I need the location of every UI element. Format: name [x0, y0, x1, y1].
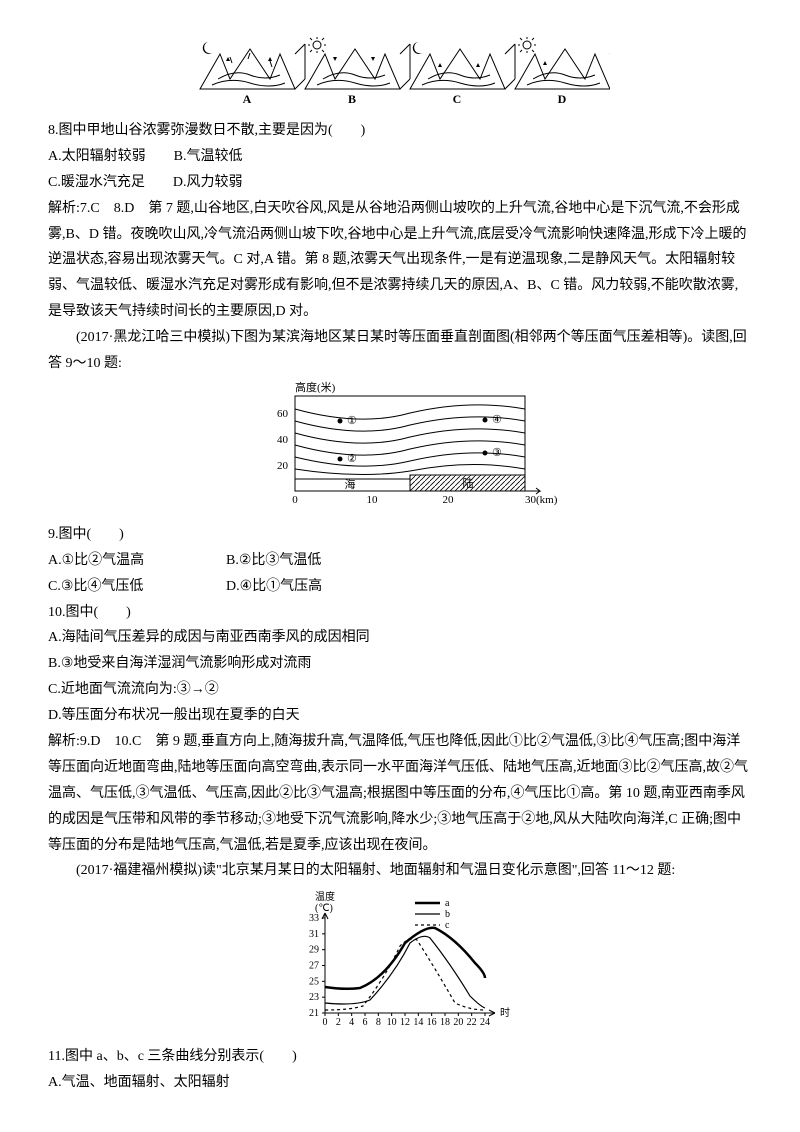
q8-stem: 8.图中甲地山谷浓雾弥漫数日不散,主要是因为( ) [48, 118, 752, 144]
svg-text:0: 0 [323, 1017, 328, 1028]
svg-text:b: b [445, 909, 450, 920]
q10-a: A.海陆间气压差异的成因与南亚西南季风的成因相同 [48, 625, 752, 651]
q9-opts2: C.③比④气压低D.④比①气压高 [48, 574, 752, 600]
svg-text:60: 60 [277, 408, 289, 420]
svg-text:30(km): 30(km) [525, 494, 558, 506]
exp-9-10: 解析:9.D 10.C 第 9 题,垂直方向上,随海拔升高,气温降低,气压也降低… [48, 729, 752, 858]
svg-text:高度(米): 高度(米) [295, 381, 336, 394]
q8-opts-ab: A.太阳辐射较弱B.气温较低 [48, 144, 752, 170]
svg-text:6: 6 [363, 1017, 368, 1028]
q11-stem: 11.图中 a、b、c 三条曲线分别表示( ) [48, 1044, 752, 1070]
svg-text:18: 18 [440, 1017, 450, 1028]
temp-svg: 温度 (℃) 33312927252321 024681012141618202… [285, 888, 515, 1038]
svg-text:16: 16 [427, 1017, 437, 1028]
lead-11-12: (2017·福建福州模拟)读"北京某月某日的太阳辐射、地面辐射和气温日变化示意图… [48, 858, 752, 884]
svg-text:33: 33 [309, 913, 319, 924]
svg-text:④: ④ [492, 414, 502, 426]
svg-text:C: C [453, 92, 462, 106]
figure-isobaric: 高度(米) 60 40 20 0 10 20 30(km) 海 陆 ① ② ③ … [48, 381, 752, 516]
svg-text:8: 8 [376, 1017, 381, 1028]
figure-valley-panels: A B C [48, 34, 752, 112]
q9-stem: 9.图中( ) [48, 522, 752, 548]
svg-text:40: 40 [277, 434, 289, 446]
svg-text:时: 时 [500, 1007, 510, 1019]
svg-text:12: 12 [400, 1017, 410, 1028]
q10-d: D.等压面分布状况一般出现在夏季的白天 [48, 703, 752, 729]
valley-panels-svg: A B C [190, 34, 610, 112]
q9-opts: A.①比②气温高B.②比③气温低 [48, 548, 752, 574]
svg-text:陆: 陆 [463, 476, 474, 490]
q10-b: B.③地受来自海洋湿润气流影响形成对流雨 [48, 651, 752, 677]
svg-text:21: 21 [309, 1008, 319, 1019]
isobaric-svg: 高度(米) 60 40 20 0 10 20 30(km) 海 陆 ① ② ③ … [240, 381, 560, 516]
exp-7-8: 解析:7.C 8.D 第 7 题,山谷地区,白天吹谷风,风是从谷地沿两侧山坡吹的… [48, 196, 752, 325]
svg-text:2: 2 [336, 1017, 341, 1028]
q10-stem: 10.图中( ) [48, 600, 752, 626]
svg-text:24: 24 [480, 1017, 490, 1028]
svg-text:22: 22 [467, 1017, 477, 1028]
svg-text:②: ② [347, 453, 357, 465]
svg-text:20: 20 [453, 1017, 463, 1028]
svg-text:4: 4 [349, 1017, 354, 1028]
svg-text:20: 20 [277, 460, 289, 472]
svg-text:31: 31 [309, 929, 319, 940]
svg-text:a: a [445, 898, 450, 909]
svg-text:10: 10 [367, 494, 379, 506]
q10-c: C.近地面气流流向为:③→② [48, 677, 752, 703]
svg-text:25: 25 [309, 977, 319, 988]
figure-temp-curves: 温度 (℃) 33312927252321 024681012141618202… [48, 888, 752, 1038]
lead-9-10: (2017·黑龙江哈三中模拟)下图为某滨海地区某日某时等压面垂直剖面图(相邻两个… [48, 325, 752, 377]
q11-a: A.气温、地面辐射、太阳辐射 [48, 1070, 752, 1096]
svg-text:0: 0 [292, 494, 298, 506]
svg-text:c: c [445, 920, 450, 931]
svg-text:29: 29 [309, 945, 319, 956]
svg-text:D: D [558, 92, 567, 106]
svg-text:温度: 温度 [315, 890, 335, 903]
svg-text:海: 海 [345, 477, 356, 491]
svg-text:14: 14 [413, 1017, 423, 1028]
svg-text:10: 10 [387, 1017, 397, 1028]
svg-text:20: 20 [443, 494, 455, 506]
svg-text:B: B [348, 92, 356, 106]
q8-opts-cd: C.暖湿水汽充足D.风力较弱 [48, 170, 752, 196]
svg-text:①: ① [347, 415, 357, 427]
svg-text:23: 23 [309, 993, 319, 1004]
svg-text:A: A [243, 92, 252, 106]
svg-text:27: 27 [309, 961, 319, 972]
svg-text:③: ③ [492, 447, 502, 459]
